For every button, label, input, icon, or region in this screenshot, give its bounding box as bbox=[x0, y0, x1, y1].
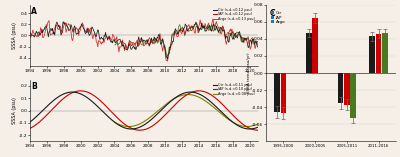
Bar bbox=[338, 73, 344, 103]
Text: B: B bbox=[31, 82, 37, 91]
Bar bbox=[306, 33, 312, 73]
Legend: Ctr (s.d.=0.11 psu), IAP (s.d.=0.10 psu), Argo (s.d.=0.08 psu): Ctr (s.d.=0.11 psu), IAP (s.d.=0.10 psu)… bbox=[212, 81, 256, 97]
Bar bbox=[280, 73, 286, 113]
Bar bbox=[369, 36, 375, 73]
Bar bbox=[312, 18, 318, 73]
Bar bbox=[274, 73, 280, 112]
Bar bbox=[382, 33, 388, 73]
Bar bbox=[344, 73, 350, 105]
Legend: Ctr, IAP, Argo: Ctr, IAP, Argo bbox=[269, 10, 287, 26]
Legend: Ctr (s.d.=0.12 psu), IAP (s.d.=0.12 psu), Argo (s.d.=0.13 psu): Ctr (s.d.=0.12 psu), IAP (s.d.=0.12 psu)… bbox=[212, 6, 256, 22]
Y-axis label: SSSA (psu): SSSA (psu) bbox=[12, 97, 17, 124]
Bar bbox=[376, 34, 382, 73]
Y-axis label: SSSA (psu): SSSA (psu) bbox=[12, 22, 17, 49]
Bar bbox=[350, 73, 356, 118]
Y-axis label: SSSA trend (psu/yr): SSSA trend (psu/yr) bbox=[246, 53, 250, 93]
Text: C: C bbox=[270, 9, 276, 18]
Text: A: A bbox=[31, 7, 37, 16]
